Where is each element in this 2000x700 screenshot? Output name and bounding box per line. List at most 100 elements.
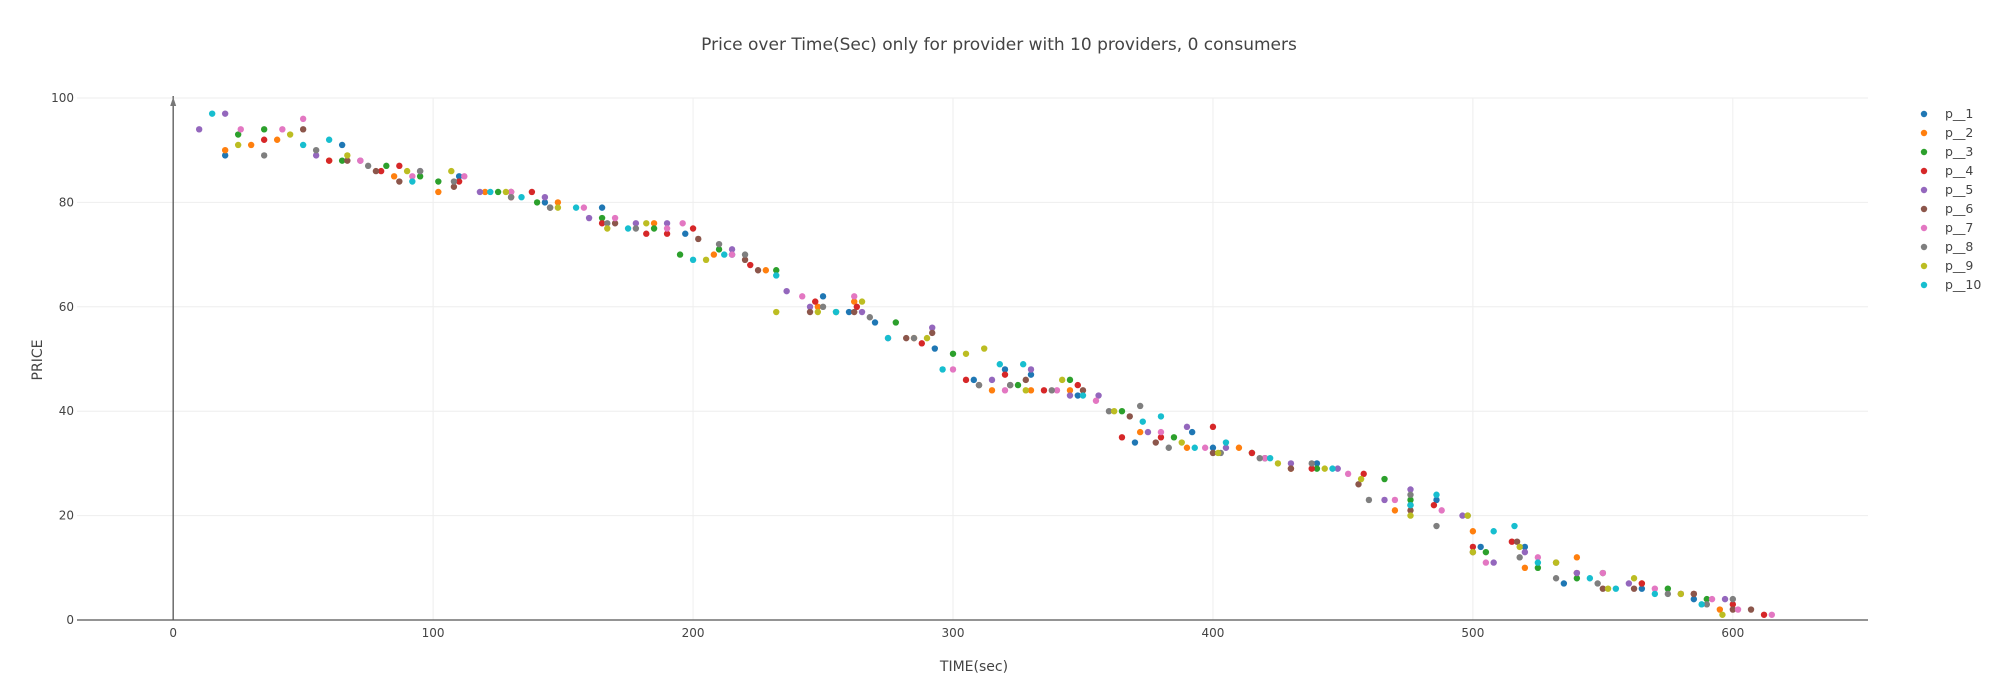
data-point[interactable] bbox=[1516, 543, 1523, 551]
data-point[interactable] bbox=[1131, 439, 1139, 446]
data-point[interactable] bbox=[312, 147, 320, 154]
data-point[interactable] bbox=[1625, 580, 1633, 587]
data-point[interactable] bbox=[1209, 423, 1217, 431]
data-point[interactable] bbox=[1170, 434, 1178, 441]
data-point[interactable] bbox=[221, 152, 229, 159]
data-point[interactable] bbox=[996, 361, 1003, 368]
data-point[interactable] bbox=[773, 267, 780, 274]
data-point[interactable] bbox=[806, 308, 814, 316]
data-point[interactable] bbox=[1110, 408, 1118, 415]
data-point[interactable] bbox=[1560, 580, 1568, 587]
data-point[interactable] bbox=[409, 178, 416, 185]
data-point[interactable] bbox=[450, 183, 458, 190]
data-point[interactable] bbox=[858, 298, 866, 305]
data-point[interactable] bbox=[461, 173, 468, 180]
data-point[interactable] bbox=[1630, 575, 1638, 582]
data-point[interactable] bbox=[1355, 481, 1362, 488]
data-point[interactable] bbox=[1599, 585, 1607, 592]
data-point[interactable] bbox=[1433, 491, 1440, 498]
data-point[interactable] bbox=[1407, 507, 1414, 514]
data-point[interactable] bbox=[1214, 449, 1222, 457]
data-point[interactable] bbox=[528, 188, 536, 196]
data-point[interactable] bbox=[1433, 522, 1440, 530]
data-point[interactable] bbox=[918, 340, 926, 347]
data-point[interactable] bbox=[1703, 601, 1711, 608]
data-point[interactable] bbox=[980, 345, 988, 352]
data-point[interactable] bbox=[1201, 444, 1209, 451]
data-point[interactable] bbox=[580, 204, 588, 211]
data-point[interactable] bbox=[624, 225, 632, 232]
data-point[interactable] bbox=[1053, 387, 1061, 394]
data-point[interactable] bbox=[546, 204, 554, 211]
data-point[interactable] bbox=[1274, 460, 1282, 467]
data-point[interactable] bbox=[695, 235, 702, 243]
data-point[interactable] bbox=[1521, 543, 1529, 551]
data-point[interactable] bbox=[1534, 554, 1542, 561]
data-point[interactable] bbox=[1391, 507, 1399, 514]
data-point[interactable] bbox=[806, 303, 814, 310]
data-point[interactable] bbox=[1407, 512, 1414, 519]
data-point[interactable] bbox=[1630, 585, 1638, 592]
data-point[interactable] bbox=[858, 308, 866, 316]
data-point[interactable] bbox=[1482, 559, 1490, 566]
data-point[interactable] bbox=[1261, 454, 1269, 462]
data-point[interactable] bbox=[773, 308, 780, 316]
data-point[interactable] bbox=[409, 173, 416, 180]
data-point[interactable] bbox=[1191, 444, 1198, 451]
data-point[interactable] bbox=[689, 225, 697, 232]
data-point[interactable] bbox=[1729, 595, 1737, 603]
data-point[interactable] bbox=[1136, 402, 1144, 410]
data-point[interactable] bbox=[450, 178, 458, 185]
data-point[interactable] bbox=[1074, 381, 1081, 389]
data-point[interactable] bbox=[260, 136, 268, 143]
data-point[interactable] bbox=[1407, 491, 1414, 498]
data-point[interactable] bbox=[931, 345, 939, 352]
data-point[interactable] bbox=[845, 308, 853, 316]
data-point[interactable] bbox=[1729, 601, 1737, 608]
data-point[interactable] bbox=[884, 334, 892, 342]
data-point[interactable] bbox=[741, 251, 749, 258]
data-point[interactable] bbox=[1734, 606, 1742, 613]
data-point[interactable] bbox=[1508, 538, 1516, 545]
data-point[interactable] bbox=[338, 141, 346, 149]
data-point[interactable] bbox=[416, 173, 424, 180]
data-point[interactable] bbox=[650, 225, 658, 232]
data-point[interactable] bbox=[1638, 585, 1646, 592]
data-point[interactable] bbox=[975, 381, 983, 389]
data-point[interactable] bbox=[1747, 606, 1755, 613]
data-point[interactable] bbox=[1459, 512, 1466, 519]
data-point[interactable] bbox=[1490, 559, 1497, 566]
data-point[interactable] bbox=[632, 220, 640, 227]
data-point[interactable] bbox=[1573, 554, 1581, 561]
data-point[interactable] bbox=[1074, 392, 1081, 399]
data-point[interactable] bbox=[237, 126, 244, 133]
data-point[interactable] bbox=[866, 314, 874, 321]
data-point[interactable] bbox=[357, 157, 364, 164]
data-point[interactable] bbox=[643, 220, 650, 227]
data-point[interactable] bbox=[1222, 439, 1230, 446]
data-point[interactable] bbox=[1729, 606, 1737, 613]
data-point[interactable] bbox=[643, 230, 650, 237]
data-point[interactable] bbox=[1222, 444, 1230, 451]
data-point[interactable] bbox=[1178, 439, 1185, 446]
data-point[interactable] bbox=[598, 220, 606, 227]
data-point[interactable] bbox=[260, 126, 268, 133]
legend-item-p__8[interactable]: p__8 bbox=[1920, 239, 1974, 254]
data-point[interactable] bbox=[741, 256, 749, 264]
data-point[interactable] bbox=[679, 220, 686, 227]
data-point[interactable] bbox=[533, 199, 541, 206]
legend-item-p__7[interactable]: p__7 bbox=[1920, 220, 1974, 235]
legend-item-p__5[interactable]: p__5 bbox=[1920, 182, 1974, 197]
data-point[interactable] bbox=[1157, 428, 1165, 436]
data-point[interactable] bbox=[1664, 585, 1672, 592]
data-point[interactable] bbox=[1079, 392, 1087, 399]
data-point[interactable] bbox=[221, 147, 229, 154]
data-point[interactable] bbox=[476, 188, 484, 196]
data-point[interactable] bbox=[1308, 460, 1315, 467]
data-point[interactable] bbox=[851, 298, 858, 305]
data-point[interactable] bbox=[903, 334, 910, 342]
data-point[interactable] bbox=[747, 261, 754, 269]
data-point[interactable] bbox=[455, 173, 463, 180]
data-point[interactable] bbox=[1209, 444, 1217, 451]
data-point[interactable] bbox=[1329, 465, 1336, 472]
